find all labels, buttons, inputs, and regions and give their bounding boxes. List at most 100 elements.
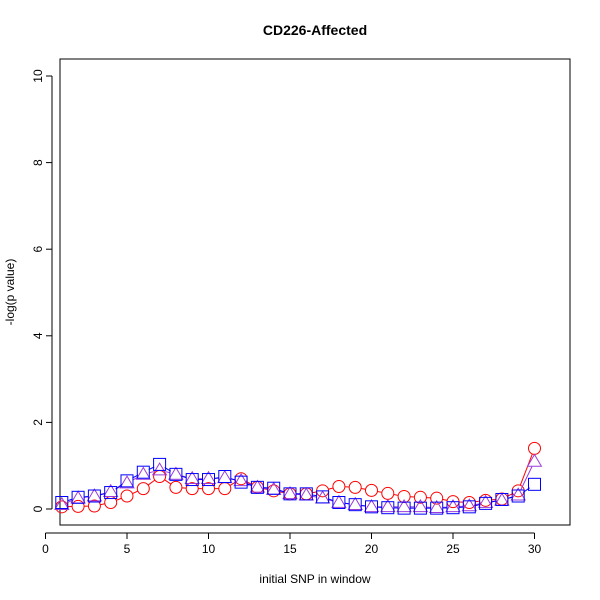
circle-series-point	[169, 480, 183, 494]
series-layer	[54, 441, 543, 515]
triangle-series-segment	[475, 503, 480, 506]
square-series-point	[332, 496, 346, 510]
square-series-segment	[100, 493, 105, 496]
triangle-series-point	[461, 498, 478, 512]
triangle-series-point	[249, 479, 266, 493]
circle-series-point	[528, 441, 541, 455]
triangle-series-point	[412, 498, 429, 513]
triangle-series-point	[526, 453, 543, 467]
circle-series-point	[430, 491, 444, 505]
square-series-point	[153, 457, 167, 471]
triangle-series-point	[477, 494, 494, 508]
square-series-point	[430, 501, 444, 515]
chart-title: CD226-Affected	[263, 22, 367, 38]
square-series-point	[462, 500, 476, 514]
square-series-segment	[246, 483, 252, 487]
circle-series-segment	[263, 488, 268, 491]
circle-series-point	[218, 482, 232, 496]
square-series-point	[250, 480, 264, 494]
triangle-series-segment	[520, 466, 533, 490]
triangle-series-point	[233, 472, 249, 487]
triangle-series-point	[86, 488, 103, 502]
triangle-series-point	[380, 498, 396, 513]
circle-series-point	[71, 499, 85, 513]
triangle-series-point	[151, 462, 168, 476]
triangle-series-point	[396, 498, 412, 513]
circle-series-point	[202, 482, 215, 496]
circle-series-segment	[475, 500, 480, 503]
x-axis-title: initial SNP in window	[259, 572, 370, 586]
square-series-point	[136, 465, 150, 479]
triangle-series-point	[200, 470, 217, 485]
circle-series-point	[495, 492, 509, 506]
square-series-point	[299, 487, 313, 501]
square-series-point	[55, 496, 69, 510]
square-series-point	[528, 477, 541, 491]
circle-series-segment	[442, 498, 448, 501]
triangle-series-point	[217, 469, 233, 484]
circle-series-segment	[393, 494, 399, 496]
x-tick-label: 5	[124, 542, 131, 556]
circle-series-segment	[164, 479, 172, 485]
square-series-point	[381, 501, 395, 515]
x-tick-label: 25	[446, 542, 460, 556]
triangle-series-point	[445, 498, 461, 513]
x-tick-label: 15	[283, 542, 297, 556]
triangle-series-point	[347, 496, 363, 510]
triangle-series-segment	[165, 471, 171, 474]
triangle-series-point	[184, 470, 200, 485]
triangle-series-segment	[312, 495, 317, 498]
circle-series-point	[136, 482, 150, 496]
square-series-point	[104, 486, 118, 500]
square-series-segment	[181, 475, 187, 479]
square-series-point	[413, 501, 427, 515]
square-series-point	[202, 473, 215, 487]
circle-series-segment	[361, 487, 366, 490]
circle-series-segment	[377, 490, 382, 493]
square-series-segment	[312, 494, 317, 497]
square-series-point	[348, 498, 362, 512]
triangle-series-point	[135, 466, 152, 480]
square-series-point	[218, 470, 232, 484]
triangle-series-segment	[148, 471, 154, 474]
circle-series-point	[185, 482, 199, 496]
circle-series-point	[267, 484, 281, 498]
square-series-point	[87, 489, 101, 503]
circle-series-segment	[328, 487, 334, 490]
y-tick-label: 8	[31, 159, 45, 166]
y-axis-title: -log(p value)	[3, 259, 17, 326]
square-series-point	[185, 473, 199, 487]
circle-series-point	[87, 499, 101, 513]
circle-series-point	[413, 490, 427, 504]
triangle-series-point	[510, 487, 526, 501]
plot-frame	[59, 58, 571, 526]
square-series-segment	[361, 504, 366, 507]
square-series-point	[511, 489, 525, 503]
circle-series-point	[55, 500, 69, 514]
square-series-point	[446, 501, 460, 515]
circle-series-segment	[116, 497, 122, 501]
triangle-series-point	[428, 499, 445, 514]
triangle-series-point	[282, 485, 298, 500]
circle-series-point	[365, 483, 378, 497]
y-tick-label: 6	[31, 246, 45, 253]
y-tick-label: 4	[31, 332, 45, 339]
circle-series-segment	[519, 453, 533, 486]
y-tick-label: 0	[31, 505, 45, 512]
square-series-point	[169, 467, 183, 481]
square-series-point	[495, 492, 509, 506]
y-axis: 0 2 4 6 8 10	[31, 69, 53, 512]
square-series-point	[71, 490, 85, 504]
x-tick-label: 10	[202, 542, 216, 556]
y-tick-label: 2	[31, 419, 45, 426]
circle-series-point	[348, 480, 362, 494]
square-series-segment	[214, 477, 219, 479]
triangle-series-segment	[263, 487, 268, 490]
triangle-series-point	[168, 466, 184, 480]
triangle-series-point	[363, 498, 380, 513]
circle-series-point	[153, 470, 167, 484]
circle-series-segment	[132, 490, 139, 494]
triangle-series-point	[70, 490, 86, 504]
circle-series-segment	[100, 503, 105, 506]
